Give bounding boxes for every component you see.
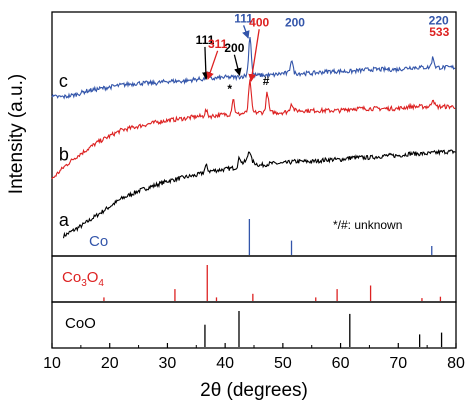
curve-label-b: b — [59, 144, 69, 164]
curve-label-c: c — [59, 71, 68, 91]
coo-reference — [204, 311, 443, 347]
co3o4-label-o: O — [87, 269, 99, 286]
pattern-curve-a — [62, 148, 456, 239]
co3o4-label-sub3: 3 — [81, 278, 87, 289]
pattern-curve-b — [51, 79, 456, 180]
peak-label-200-2: 200 — [224, 41, 244, 55]
co3o4-label-co: Co — [62, 269, 81, 286]
curve-labels: a b c — [59, 71, 70, 230]
peak-arrow-4 — [248, 29, 260, 82]
curve-label-a: a — [59, 210, 70, 230]
x-tick-label-10: 10 — [43, 355, 61, 372]
x-tick-label-80: 80 — [447, 355, 465, 372]
peak-label-200-5: 200 — [285, 15, 305, 29]
coo-reference-panel: CoO — [51, 301, 457, 349]
x-tick-label-20: 20 — [101, 355, 119, 372]
peak-arrow-1 — [206, 50, 219, 80]
x-tick-label-60: 60 — [332, 355, 350, 372]
peak-arrow-0 — [201, 46, 210, 80]
peak-label-111-0: 111 — [196, 33, 215, 47]
coo-panel-frame — [51, 301, 457, 349]
peak-label-star-8: * — [227, 82, 232, 96]
co3o4-panel-frame — [51, 255, 457, 303]
co3o4-reference-label: Co3O4 — [62, 269, 104, 289]
coo-reference-label: CoO — [65, 315, 96, 332]
peak-label-533-7: 533 — [429, 25, 449, 39]
peak-arrow-3 — [242, 25, 250, 39]
x-tick-label-50: 50 — [274, 355, 292, 372]
co-reference — [248, 219, 433, 255]
x-tick-label-30: 30 — [159, 355, 177, 372]
peak-label-220-6: 220 — [429, 13, 449, 27]
co3o4-reference-panel: Co3O4 — [51, 255, 457, 303]
peak-label-hash-9: # — [263, 74, 270, 88]
x-tick-label-70: 70 — [389, 355, 407, 372]
co-reference-label: Co — [89, 233, 108, 250]
peak-arrow-2 — [233, 54, 242, 77]
x-axis-title: 2θ (degrees) — [200, 380, 308, 401]
peak-label-111-3: 111 — [234, 11, 253, 25]
unknown-note: */#: unknown — [333, 218, 402, 232]
co3o4-label-sub4: 4 — [98, 278, 104, 289]
co3o4-reference — [103, 265, 442, 301]
peak-label-400-4: 400 — [249, 15, 269, 29]
peak-label-311-1: 311 — [208, 37, 228, 51]
y-axis-title: Intensity (a.u.) — [6, 74, 27, 194]
x-axis: 10 20 30 40 50 60 70 80 — [43, 343, 465, 372]
x-tick-label-40: 40 — [216, 355, 234, 372]
